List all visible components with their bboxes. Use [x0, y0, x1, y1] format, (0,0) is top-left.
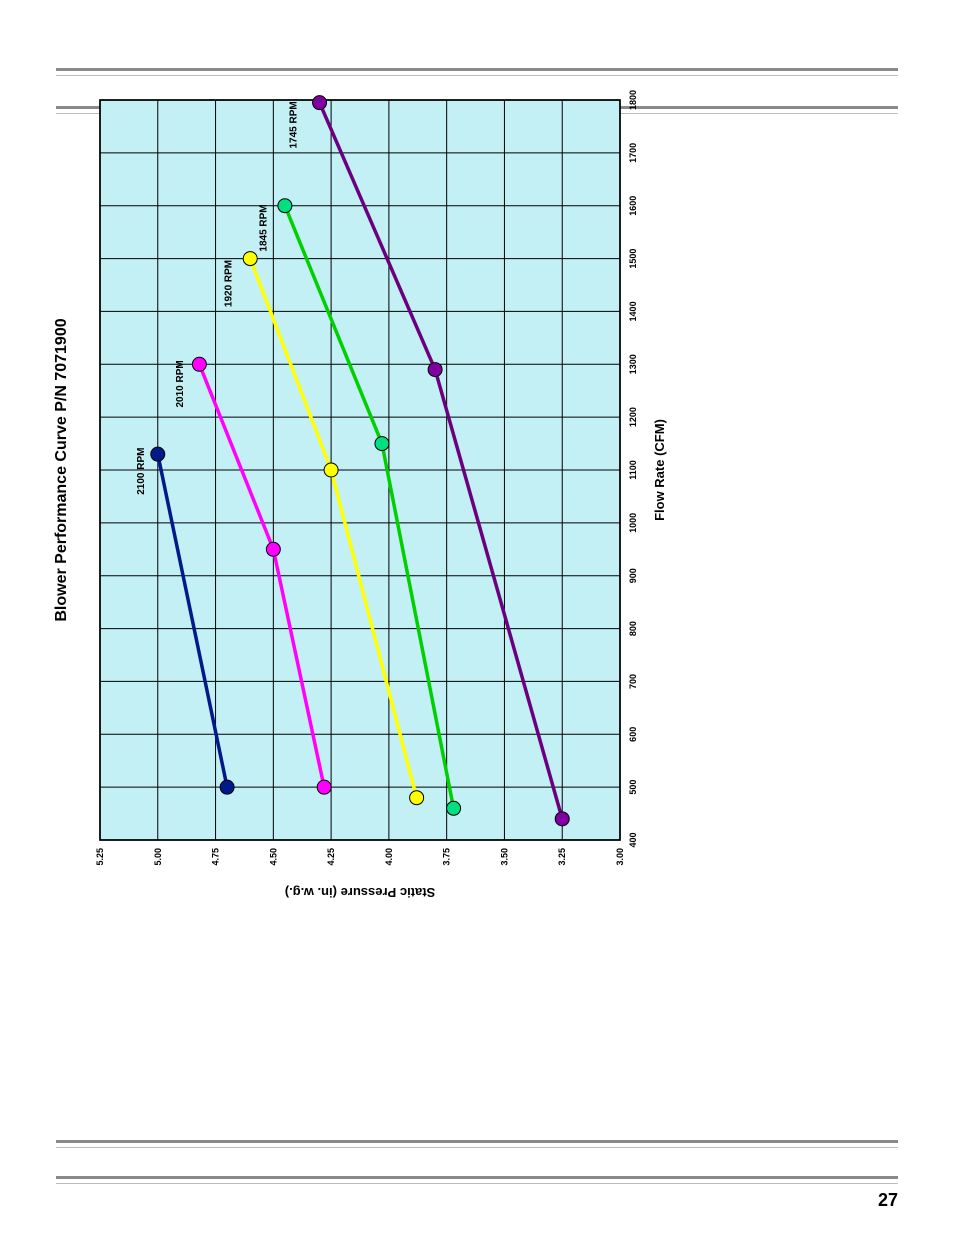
x-tick-label: 600 — [628, 727, 638, 742]
y-tick-label: 4.25 — [326, 848, 336, 866]
data-marker — [278, 199, 292, 213]
page-number: 27 — [878, 1190, 898, 1211]
x-tick-label: 1300 — [628, 354, 638, 374]
x-tick-label: 1200 — [628, 407, 638, 427]
series-label: 1745 RPM — [288, 101, 299, 148]
x-tick-label: 900 — [628, 568, 638, 583]
y-tick-label: 3.00 — [615, 848, 625, 866]
x-tick-label: 1800 — [628, 90, 638, 110]
x-tick-label: 1100 — [628, 460, 638, 480]
y-tick-label: 4.00 — [384, 848, 394, 866]
x-tick-label: 800 — [628, 621, 638, 636]
x-tick-label: 500 — [628, 780, 638, 795]
series-label: 2010 RPM — [175, 360, 186, 407]
x-tick-label: 1000 — [628, 513, 638, 533]
x-tick-label: 400 — [628, 832, 638, 847]
x-axis-label: Flow Rate (CFM) — [652, 419, 667, 521]
x-tick-label: 700 — [628, 674, 638, 689]
x-tick-label: 1500 — [628, 249, 638, 269]
x-tick-label: 1700 — [628, 143, 638, 163]
horizontal-rule-bottom-1 — [56, 1140, 898, 1148]
data-marker — [151, 447, 165, 461]
page: 400 500 600 700 800 900 1000 1100 1200 1300 1400 15… — [0, 0, 954, 1235]
data-marker — [375, 437, 389, 451]
horizontal-rule-bottom-2 — [56, 1176, 898, 1184]
chart-container: 4005006007008009001000110012001300140015… — [40, 270, 910, 920]
data-marker — [313, 96, 327, 110]
y-axis-label: Static Pressure (in. w.g.) — [285, 885, 436, 900]
data-marker — [410, 791, 424, 805]
y-tick-label: 5.25 — [95, 848, 105, 866]
data-marker — [243, 252, 257, 266]
x-tick-label: 1400 — [628, 301, 638, 321]
y-tick-label: 5.00 — [153, 848, 163, 866]
series-label: 1845 RPM — [258, 204, 269, 251]
y-tick-label: 3.75 — [442, 848, 452, 866]
y-tick-label: 4.75 — [211, 848, 221, 866]
y-tick-label: 3.50 — [499, 848, 509, 866]
data-marker — [266, 542, 280, 556]
data-marker — [317, 780, 331, 794]
series-label: 1920 RPM — [224, 260, 235, 307]
x-tick-label: 1600 — [628, 196, 638, 216]
data-marker — [192, 357, 206, 371]
data-marker — [555, 812, 569, 826]
blower-performance-chart: 400 500 600 700 800 900 1000 1100 1200 1300 1400 15… — [40, 50, 690, 920]
data-marker — [324, 463, 338, 477]
data-marker — [428, 363, 442, 377]
data-marker — [220, 780, 234, 794]
series-label: 2100 RPM — [136, 448, 147, 495]
y-tick-label: 4.50 — [268, 848, 278, 866]
y-tick-label: 3.25 — [557, 848, 567, 866]
data-marker — [447, 801, 461, 815]
chart-title: Blower Performance Curve P/N 7071900 — [53, 318, 70, 621]
